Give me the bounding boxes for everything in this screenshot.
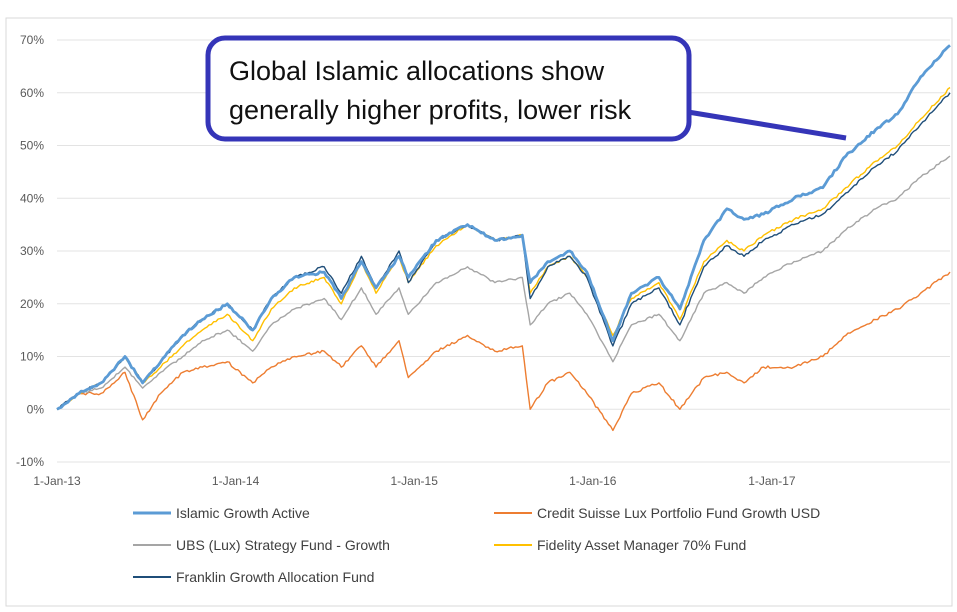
y-tick-label: 30% xyxy=(20,244,44,258)
y-tick-label: 50% xyxy=(20,139,44,153)
legend: Islamic Growth Active Credit Suisse Lux P… xyxy=(133,505,820,585)
y-tick-label: 20% xyxy=(20,297,44,311)
y-tick-label: 70% xyxy=(20,33,44,47)
legend-label: Credit Suisse Lux Portfolio Fund Growth … xyxy=(537,505,820,521)
legend-label: Franklin Growth Allocation Fund xyxy=(176,569,374,585)
callout-pointer-line xyxy=(687,109,847,141)
x-tick-label: 1-Jan-17 xyxy=(748,474,796,488)
x-tick-label: 1-Jan-15 xyxy=(391,474,439,488)
series-line-3 xyxy=(56,155,951,410)
legend-label: Fidelity Asset Manager 70% Fund xyxy=(537,537,746,553)
y-tick-label: 40% xyxy=(20,191,44,205)
annotation-callout: Global Islamic allocations show generall… xyxy=(205,35,847,142)
legend-label: UBS (Lux) Strategy Fund - Growth xyxy=(176,537,390,553)
callout-text-line-1: Global Islamic allocations show xyxy=(229,56,605,86)
series-line-1 xyxy=(56,44,951,411)
legend-label: Islamic Growth Active xyxy=(176,505,310,521)
series-lines xyxy=(56,44,951,432)
y-tick-label: 10% xyxy=(20,350,44,364)
x-tick-label: 1-Jan-13 xyxy=(33,474,81,488)
y-axis-tick-labels: -10% 0% 10% 20% 30% 40% 50% 60% 70% xyxy=(16,33,44,469)
y-tick-label: 0% xyxy=(27,402,45,416)
x-tick-label: 1-Jan-14 xyxy=(212,474,260,488)
x-tick-label: 1-Jan-16 xyxy=(569,474,617,488)
series-line-2 xyxy=(56,271,951,432)
callout-box xyxy=(205,35,692,142)
callout-text-line-2: generally higher profits, lower risk xyxy=(229,95,632,125)
y-tick-label: -10% xyxy=(16,455,44,469)
x-axis-tick-labels: 1-Jan-13 1-Jan-14 1-Jan-15 1-Jan-16 1-Jan-17 xyxy=(33,474,796,488)
y-tick-label: 60% xyxy=(20,86,44,100)
